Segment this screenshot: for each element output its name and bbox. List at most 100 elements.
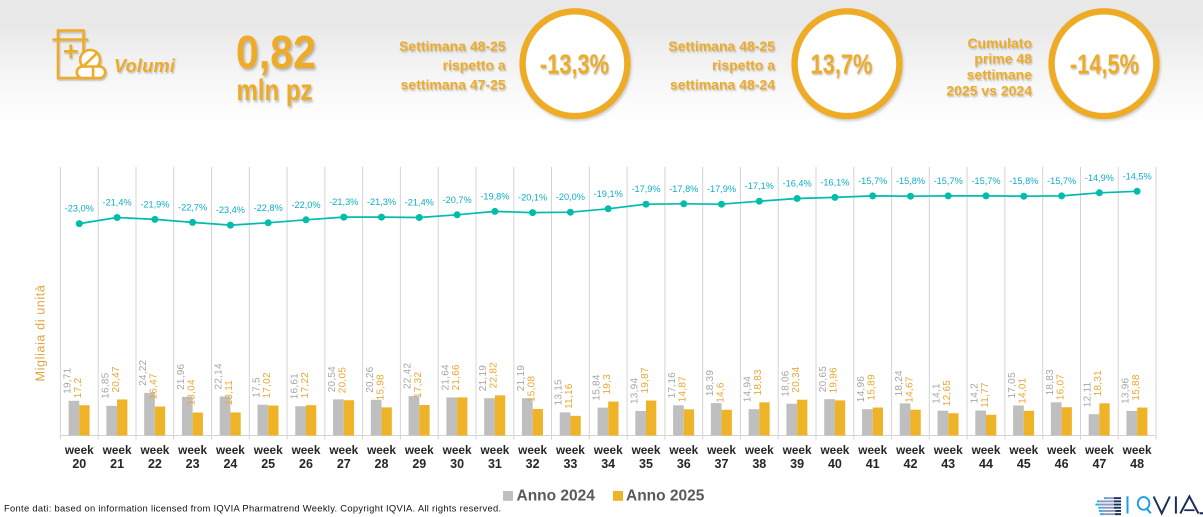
svg-text:19,87: 19,87 xyxy=(640,367,651,393)
svg-text:21,64: 21,64 xyxy=(440,364,451,390)
svg-text:week: week xyxy=(782,443,812,457)
svg-text:Fonte dati: based on informati: Fonte dati: based on information license… xyxy=(4,503,501,514)
svg-text:18,31: 18,31 xyxy=(1093,370,1104,396)
svg-text:12,65: 12,65 xyxy=(942,380,953,406)
svg-text:20,47: 20,47 xyxy=(111,366,122,392)
svg-text:week: week xyxy=(215,443,245,457)
svg-text:14,94: 14,94 xyxy=(743,376,754,402)
svg-text:21,19: 21,19 xyxy=(478,365,489,391)
svg-text:Settimana 48-25: Settimana 48-25 xyxy=(668,38,775,54)
svg-text:22: 22 xyxy=(148,457,162,471)
svg-text:20,34: 20,34 xyxy=(791,366,802,392)
svg-text:week: week xyxy=(1008,443,1038,457)
svg-text:15,88: 15,88 xyxy=(1131,374,1142,400)
svg-text:rispetto a: rispetto a xyxy=(712,57,775,73)
svg-text:14,87: 14,87 xyxy=(678,376,689,402)
svg-text:week: week xyxy=(102,443,132,457)
svg-text:28: 28 xyxy=(375,457,389,471)
svg-text:week: week xyxy=(328,443,358,457)
svg-text:Settimana 48-25: Settimana 48-25 xyxy=(399,38,506,54)
svg-text:-15,7%: -15,7% xyxy=(934,176,963,186)
svg-text:15,98: 15,98 xyxy=(375,374,386,400)
svg-text:42: 42 xyxy=(904,457,918,471)
svg-text:week: week xyxy=(291,443,321,457)
svg-text:14,1: 14,1 xyxy=(932,383,943,404)
svg-text:25: 25 xyxy=(261,457,275,471)
svg-text:20,26: 20,26 xyxy=(365,366,376,392)
svg-text:21,66: 21,66 xyxy=(451,364,462,390)
svg-text:week: week xyxy=(706,443,736,457)
svg-text:19,71: 19,71 xyxy=(63,367,74,393)
svg-text:-15,7%: -15,7% xyxy=(1047,176,1076,186)
svg-text:13,04: 13,04 xyxy=(186,379,197,405)
svg-text:21,96: 21,96 xyxy=(176,363,187,389)
svg-text:17,22: 17,22 xyxy=(300,372,311,398)
svg-text:44: 44 xyxy=(979,457,993,471)
svg-text:17,32: 17,32 xyxy=(413,372,424,398)
svg-text:19,96: 19,96 xyxy=(829,367,840,393)
svg-text:14,01: 14,01 xyxy=(1018,377,1029,403)
svg-text:18,83: 18,83 xyxy=(753,369,764,395)
svg-text:week: week xyxy=(555,443,585,457)
svg-text:week: week xyxy=(442,443,472,457)
svg-text:week: week xyxy=(177,443,207,457)
svg-text:31: 31 xyxy=(488,457,502,471)
svg-text:week: week xyxy=(933,443,963,457)
svg-text:18,24: 18,24 xyxy=(894,370,905,396)
svg-text:30: 30 xyxy=(450,457,464,471)
svg-text:-19,1%: -19,1% xyxy=(594,189,623,199)
svg-text:11,16: 11,16 xyxy=(564,383,575,409)
svg-text:week: week xyxy=(631,443,661,457)
svg-text:week: week xyxy=(517,443,547,457)
svg-text:16,47: 16,47 xyxy=(149,373,160,399)
svg-text:0,82: 0,82 xyxy=(236,27,316,79)
svg-text:15,84: 15,84 xyxy=(592,374,603,400)
svg-text:27: 27 xyxy=(337,457,351,471)
svg-text:46: 46 xyxy=(1055,457,1069,471)
svg-text:34: 34 xyxy=(601,457,615,471)
svg-text:17,05: 17,05 xyxy=(1007,372,1018,398)
svg-text:13,11: 13,11 xyxy=(224,380,235,406)
svg-text:-22,0%: -22,0% xyxy=(291,200,320,210)
svg-text:week: week xyxy=(64,443,94,457)
svg-text:29: 29 xyxy=(412,457,426,471)
svg-text:2025 vs 2024: 2025 vs 2024 xyxy=(946,83,1032,99)
svg-text:-19,8%: -19,8% xyxy=(480,191,509,201)
svg-text:47: 47 xyxy=(1092,457,1106,471)
svg-text:-16,1%: -16,1% xyxy=(820,177,849,187)
svg-text:week: week xyxy=(744,443,774,457)
svg-text:20,54: 20,54 xyxy=(327,366,338,392)
svg-text:15,08: 15,08 xyxy=(527,376,538,402)
svg-text:24: 24 xyxy=(223,457,237,471)
svg-text:Volumi: Volumi xyxy=(114,56,176,76)
svg-text:17,5: 17,5 xyxy=(252,377,263,398)
svg-text:16,07: 16,07 xyxy=(1055,374,1066,400)
svg-text:-17,9%: -17,9% xyxy=(707,184,736,194)
svg-text:week: week xyxy=(593,443,623,457)
svg-text:week: week xyxy=(253,443,283,457)
svg-text:43: 43 xyxy=(941,457,955,471)
svg-text:13,94: 13,94 xyxy=(629,378,640,404)
svg-text:-23,0%: -23,0% xyxy=(65,204,94,214)
svg-text:36: 36 xyxy=(677,457,691,471)
svg-text:18,06: 18,06 xyxy=(780,370,791,396)
svg-text:22,14: 22,14 xyxy=(214,363,225,389)
svg-text:15,89: 15,89 xyxy=(867,374,878,400)
svg-text:13,15: 13,15 xyxy=(554,379,565,405)
svg-text:32: 32 xyxy=(526,457,540,471)
svg-text:-21,4%: -21,4% xyxy=(405,198,434,208)
svg-text:16,85: 16,85 xyxy=(100,372,111,398)
svg-text:week: week xyxy=(1046,443,1076,457)
svg-text:14,2: 14,2 xyxy=(969,383,980,404)
svg-text:week: week xyxy=(819,443,849,457)
svg-text:48: 48 xyxy=(1130,457,1144,471)
svg-text:-14,9%: -14,9% xyxy=(1085,173,1114,183)
svg-text:week: week xyxy=(139,443,169,457)
svg-text:33: 33 xyxy=(563,457,577,471)
svg-text:-15,8%: -15,8% xyxy=(896,176,925,186)
svg-text:-22,7%: -22,7% xyxy=(178,202,207,212)
svg-text:40: 40 xyxy=(828,457,842,471)
svg-text:Anno 2025: Anno 2025 xyxy=(626,488,705,505)
svg-text:-14,5%: -14,5% xyxy=(1123,171,1152,181)
svg-text:45: 45 xyxy=(1017,457,1031,471)
